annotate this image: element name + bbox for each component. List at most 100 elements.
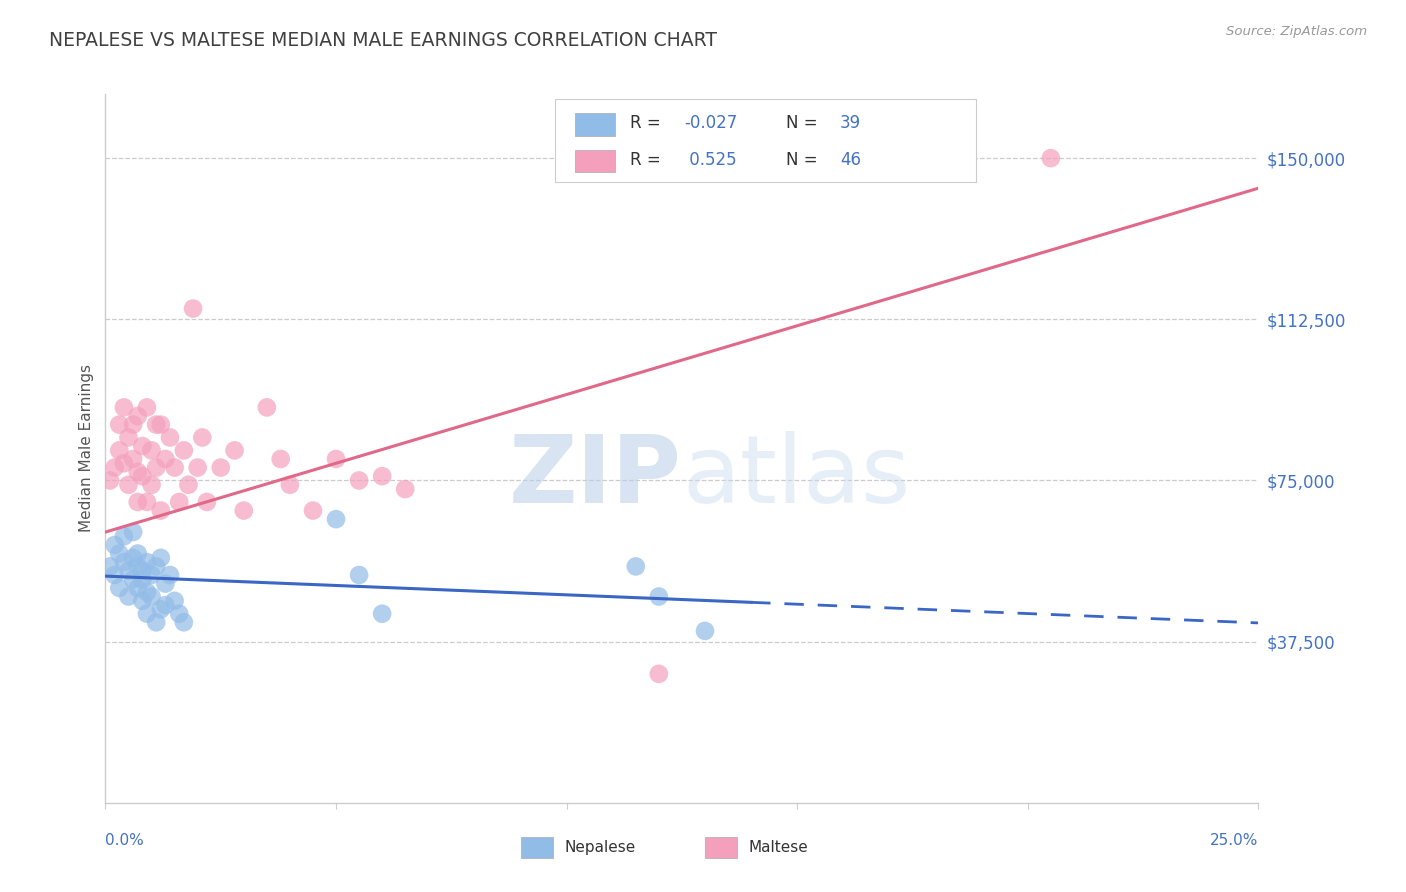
Text: 0.525: 0.525 xyxy=(685,151,737,169)
Point xyxy=(122,572,145,586)
Text: Nepalese: Nepalese xyxy=(564,840,636,855)
Point xyxy=(127,547,149,561)
Point xyxy=(159,568,181,582)
Point xyxy=(108,443,131,458)
Point xyxy=(108,581,131,595)
Text: Maltese: Maltese xyxy=(749,840,808,855)
Point xyxy=(149,602,172,616)
Point xyxy=(624,559,647,574)
Text: atlas: atlas xyxy=(682,431,910,523)
Point xyxy=(104,568,127,582)
FancyBboxPatch shape xyxy=(704,837,737,858)
Point xyxy=(173,615,195,630)
Point xyxy=(149,503,172,517)
Text: ZIP: ZIP xyxy=(509,431,682,523)
Point xyxy=(209,460,232,475)
Point xyxy=(108,417,131,432)
Point xyxy=(278,477,301,491)
Point xyxy=(159,430,181,444)
Point xyxy=(149,417,172,432)
Point xyxy=(270,452,292,467)
Text: R =: R = xyxy=(630,151,666,169)
Text: N =: N = xyxy=(786,151,823,169)
Point xyxy=(98,474,121,488)
Point xyxy=(122,524,145,539)
Point xyxy=(122,452,145,467)
Point xyxy=(141,590,163,604)
Point xyxy=(371,607,394,621)
FancyBboxPatch shape xyxy=(575,113,614,136)
Text: N =: N = xyxy=(786,114,823,132)
Text: Source: ZipAtlas.com: Source: ZipAtlas.com xyxy=(1226,25,1367,38)
Point xyxy=(136,555,159,569)
Point xyxy=(131,469,153,483)
Point xyxy=(136,585,159,599)
Y-axis label: Median Male Earnings: Median Male Earnings xyxy=(79,364,94,533)
Point xyxy=(167,607,190,621)
Point xyxy=(117,430,139,444)
Text: 0.0%: 0.0% xyxy=(105,833,145,848)
Point xyxy=(347,474,370,488)
FancyBboxPatch shape xyxy=(555,99,976,182)
Point xyxy=(371,469,394,483)
Point xyxy=(136,495,159,509)
Point xyxy=(131,564,153,578)
Text: 39: 39 xyxy=(839,114,860,132)
FancyBboxPatch shape xyxy=(575,150,614,172)
Text: -0.027: -0.027 xyxy=(685,114,738,132)
Point xyxy=(187,460,209,475)
Point xyxy=(163,594,186,608)
Point xyxy=(232,503,254,517)
Point xyxy=(141,477,163,491)
Point xyxy=(191,430,214,444)
Text: R =: R = xyxy=(630,114,666,132)
Point xyxy=(122,417,145,432)
Point xyxy=(145,615,167,630)
Point xyxy=(127,495,149,509)
Point xyxy=(98,559,121,574)
Point xyxy=(145,417,167,432)
Point xyxy=(648,590,671,604)
Point xyxy=(112,456,135,470)
Point xyxy=(155,598,177,612)
Point xyxy=(131,594,153,608)
Point xyxy=(131,439,153,453)
Point xyxy=(163,460,186,475)
Point xyxy=(104,538,127,552)
Point xyxy=(108,547,131,561)
Point xyxy=(394,482,416,496)
Point xyxy=(136,607,159,621)
FancyBboxPatch shape xyxy=(520,837,553,858)
Point xyxy=(117,477,139,491)
Point xyxy=(173,443,195,458)
Point xyxy=(112,529,135,543)
Point xyxy=(325,512,347,526)
Point xyxy=(141,443,163,458)
Point xyxy=(149,550,172,565)
Point xyxy=(177,477,200,491)
Point xyxy=(648,666,671,681)
Point xyxy=(112,401,135,415)
Text: 46: 46 xyxy=(839,151,860,169)
Point xyxy=(224,443,246,458)
Point xyxy=(181,301,204,316)
Point xyxy=(1039,151,1062,165)
Point xyxy=(127,465,149,479)
Point xyxy=(325,452,347,467)
Point xyxy=(155,452,177,467)
Point xyxy=(127,559,149,574)
Point xyxy=(122,550,145,565)
Point xyxy=(104,460,127,475)
Point xyxy=(195,495,218,509)
Point xyxy=(141,568,163,582)
Point xyxy=(693,624,716,638)
Point xyxy=(117,590,139,604)
Point xyxy=(131,572,153,586)
Point xyxy=(145,460,167,475)
Point xyxy=(127,581,149,595)
Point xyxy=(302,503,325,517)
Point xyxy=(127,409,149,423)
Point xyxy=(256,401,278,415)
Point xyxy=(145,559,167,574)
Point xyxy=(167,495,190,509)
